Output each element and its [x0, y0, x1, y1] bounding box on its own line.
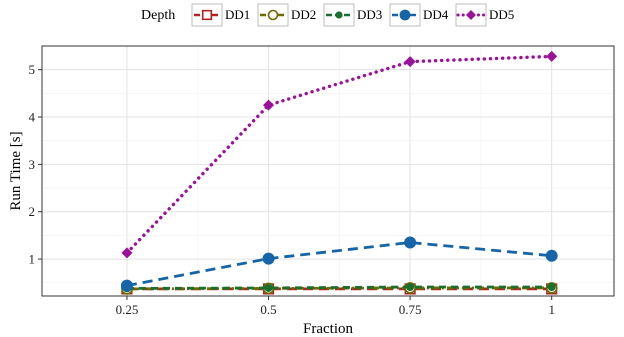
series-dd5: [121, 50, 558, 259]
y-tick-label: 4: [29, 110, 36, 125]
data-point: [201, 9, 213, 21]
legend-item-dd2: DD2: [257, 3, 316, 27]
y-tick-label: 5: [29, 62, 36, 77]
data-point: [547, 283, 556, 292]
legend-label: DD4: [423, 7, 449, 22]
legend-item-dd3: DD3: [323, 3, 382, 27]
series-dd4: [120, 236, 558, 292]
y-tick-label: 2: [29, 204, 36, 219]
x-axis-title: Fraction: [303, 321, 353, 337]
y-tick-label: 1: [29, 252, 36, 267]
legend-item-dd5: DD5: [455, 3, 514, 27]
legend-label: DD1: [225, 7, 250, 22]
x-tick-label: 0.25: [116, 302, 139, 317]
data-point: [262, 252, 275, 265]
x-tick-label: 1: [548, 302, 555, 317]
series-layer: [120, 50, 558, 295]
series-line: [125, 54, 554, 255]
plot-border: [41, 45, 615, 297]
legend-item-dd4: DD4: [389, 3, 449, 27]
data-point: [335, 11, 343, 19]
grid: [42, 46, 614, 296]
data-point: [545, 249, 558, 262]
data-point: [546, 50, 558, 62]
data-point: [267, 9, 279, 21]
legend-label: DD5: [489, 7, 514, 22]
x-tick-label: 0.75: [399, 302, 422, 317]
legend: Depth DD1 DD2 DD3 DD4 DD5: [141, 3, 514, 27]
data-point: [466, 10, 476, 20]
data-point: [399, 9, 411, 21]
legend-title: Depth: [141, 8, 175, 23]
data-point: [404, 56, 416, 68]
series-line: [126, 241, 552, 287]
series-line: [126, 285, 552, 290]
data-point: [264, 283, 273, 292]
data-point: [121, 247, 133, 259]
data-point: [263, 99, 275, 111]
data-point: [404, 236, 417, 249]
legend-label: DD3: [357, 7, 382, 22]
y-tick-label: 3: [29, 157, 36, 172]
x-tick-label: 0.5: [260, 302, 276, 317]
data-point: [120, 279, 133, 292]
y-axis: 1 2 3 4 5: [29, 62, 42, 267]
y-axis-title: Run Time [s]: [8, 131, 24, 210]
legend-item-dd1: DD1: [191, 3, 250, 27]
legend-label: DD2: [291, 7, 316, 22]
x-axis: 0.25 0.5 0.75 1: [116, 296, 555, 317]
plot-panel: [42, 46, 614, 296]
data-point: [406, 283, 415, 292]
